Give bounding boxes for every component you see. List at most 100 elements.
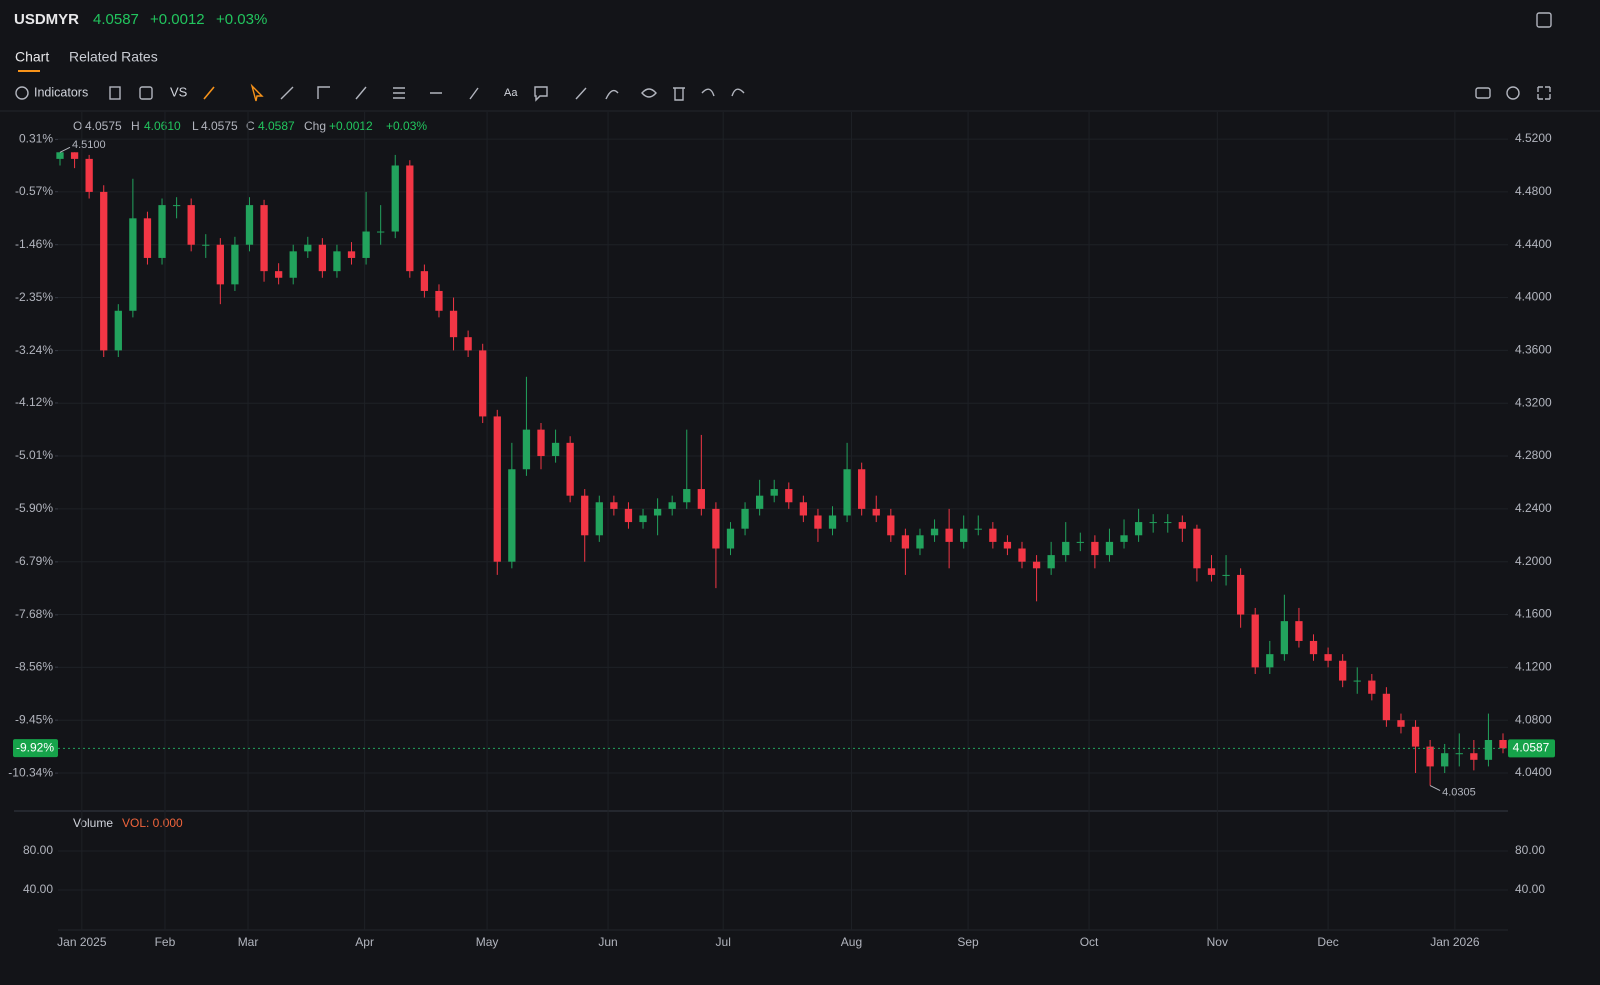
candle-body — [56, 152, 64, 159]
candle-body — [974, 528, 982, 530]
candle-body — [1149, 522, 1157, 524]
candle-body — [522, 429, 531, 470]
candle-body — [595, 502, 603, 536]
time-tick-label: Jan 2026 — [1430, 935, 1480, 949]
volume-tick-label: 40.00 — [1515, 882, 1545, 896]
tool-icons-2[interactable] — [534, 86, 745, 102]
pct-tick-label: -6.79% — [15, 554, 53, 568]
candle-body — [1441, 753, 1449, 767]
candle-body — [551, 442, 560, 457]
time-tick-label: Mar — [238, 935, 259, 949]
price-tick-label: 4.3600 — [1515, 343, 1552, 357]
time-tick-label: Oct — [1080, 935, 1099, 949]
pct-tick-label: -5.01% — [15, 448, 53, 462]
candle-body — [799, 502, 808, 516]
candle-body — [1484, 740, 1493, 760]
candle-body — [1047, 555, 1055, 569]
candle-body — [289, 251, 297, 278]
candle-body — [449, 310, 458, 338]
time-tick-label: Jun — [598, 935, 617, 949]
candle-body — [755, 495, 764, 509]
last-price-tag — [1508, 739, 1555, 758]
price-tick-label: 4.4800 — [1515, 184, 1552, 198]
indicators-button[interactable]: Indicators — [34, 85, 88, 99]
candle-body — [1382, 693, 1391, 721]
candle-body — [581, 495, 589, 536]
volume-readout: VOL: 0.000 — [122, 816, 183, 830]
candle-body — [1207, 568, 1216, 575]
exit-icon[interactable] — [1536, 12, 1552, 28]
candle-body — [464, 337, 472, 351]
tool-icons[interactable] — [280, 86, 479, 100]
text-tool[interactable]: Aa — [504, 87, 518, 99]
candle-body — [1062, 541, 1070, 556]
time-tick-label: Jul — [716, 935, 731, 949]
pct-tick-label: -1.46% — [15, 237, 53, 251]
cursor-icon[interactable] — [250, 83, 264, 102]
candle-body — [216, 244, 224, 285]
time-tick-label: Feb — [155, 935, 176, 949]
candle-body — [1324, 654, 1332, 661]
candle-body — [493, 416, 501, 562]
camera-icon[interactable] — [1475, 87, 1491, 99]
indicators-icon[interactable] — [15, 86, 29, 100]
price-tick-label: 4.0400 — [1515, 765, 1552, 779]
change: +0.0012 — [150, 11, 205, 28]
candle-body — [726, 528, 735, 549]
candle-body — [1470, 753, 1478, 760]
pct-tick-label: -3.24% — [15, 343, 53, 357]
candle-body — [420, 271, 429, 291]
symbol: USDMYR — [14, 11, 79, 28]
candle-body — [858, 469, 866, 509]
candle-body — [1266, 654, 1274, 668]
candle-body — [741, 508, 749, 529]
legend-value: 4.0575 — [85, 119, 122, 133]
candle-body — [1091, 541, 1099, 556]
candle-body — [930, 528, 939, 536]
compare-button[interactable]: VS — [170, 84, 188, 99]
candle-body — [479, 350, 487, 417]
tab-underline — [18, 70, 40, 72]
candle-body — [653, 508, 662, 516]
volume-title: Volume — [73, 816, 113, 830]
legend-key: C — [246, 119, 255, 133]
candle-body — [828, 515, 837, 529]
last-pct-label: -9.92% — [16, 740, 54, 754]
ohlc-legend: O 4.0575 H 4.0610 L 4.0575 C 4.0587 Chg … — [73, 119, 427, 133]
candle-body — [1134, 522, 1143, 536]
candle-icon[interactable] — [109, 86, 121, 100]
draw-icon[interactable] — [203, 86, 215, 100]
time-tick-label: May — [476, 935, 499, 949]
price-tick-label: 4.1600 — [1515, 607, 1552, 621]
price-tick-label: 4.3200 — [1515, 395, 1552, 409]
candle-body — [347, 251, 356, 258]
candle-body — [260, 205, 268, 272]
time-tick-label: Sep — [957, 935, 979, 949]
candle-body — [1120, 535, 1128, 542]
legend-value: 4.0575 — [201, 119, 238, 133]
volume-tick-label: 40.00 — [23, 882, 53, 896]
legend-value: +0.03% — [386, 119, 427, 133]
candle-body — [843, 469, 851, 516]
candle-body — [1295, 621, 1303, 641]
pct-tick-label: -4.12% — [15, 395, 53, 409]
time-tick-label: Dec — [1317, 935, 1338, 949]
candle-body — [1499, 740, 1507, 749]
candle-body — [1105, 541, 1114, 556]
tab[interactable]: Related Rates — [69, 49, 158, 65]
candle-body — [377, 231, 385, 233]
price: 4.0587 — [93, 11, 139, 28]
fullscreen-icon[interactable] — [1537, 86, 1551, 100]
candle-body — [945, 528, 953, 542]
candle-body — [901, 535, 910, 549]
layout-icon[interactable] — [139, 86, 153, 100]
candle-body — [172, 205, 181, 207]
tab[interactable]: Chart — [15, 49, 49, 65]
candle-body — [683, 489, 691, 503]
candle-body — [537, 429, 545, 457]
candle-body — [1178, 522, 1186, 529]
candle-body — [70, 152, 79, 159]
settings-icon[interactable] — [1506, 86, 1520, 100]
candle-body — [435, 290, 443, 311]
candle-body — [1236, 574, 1245, 615]
